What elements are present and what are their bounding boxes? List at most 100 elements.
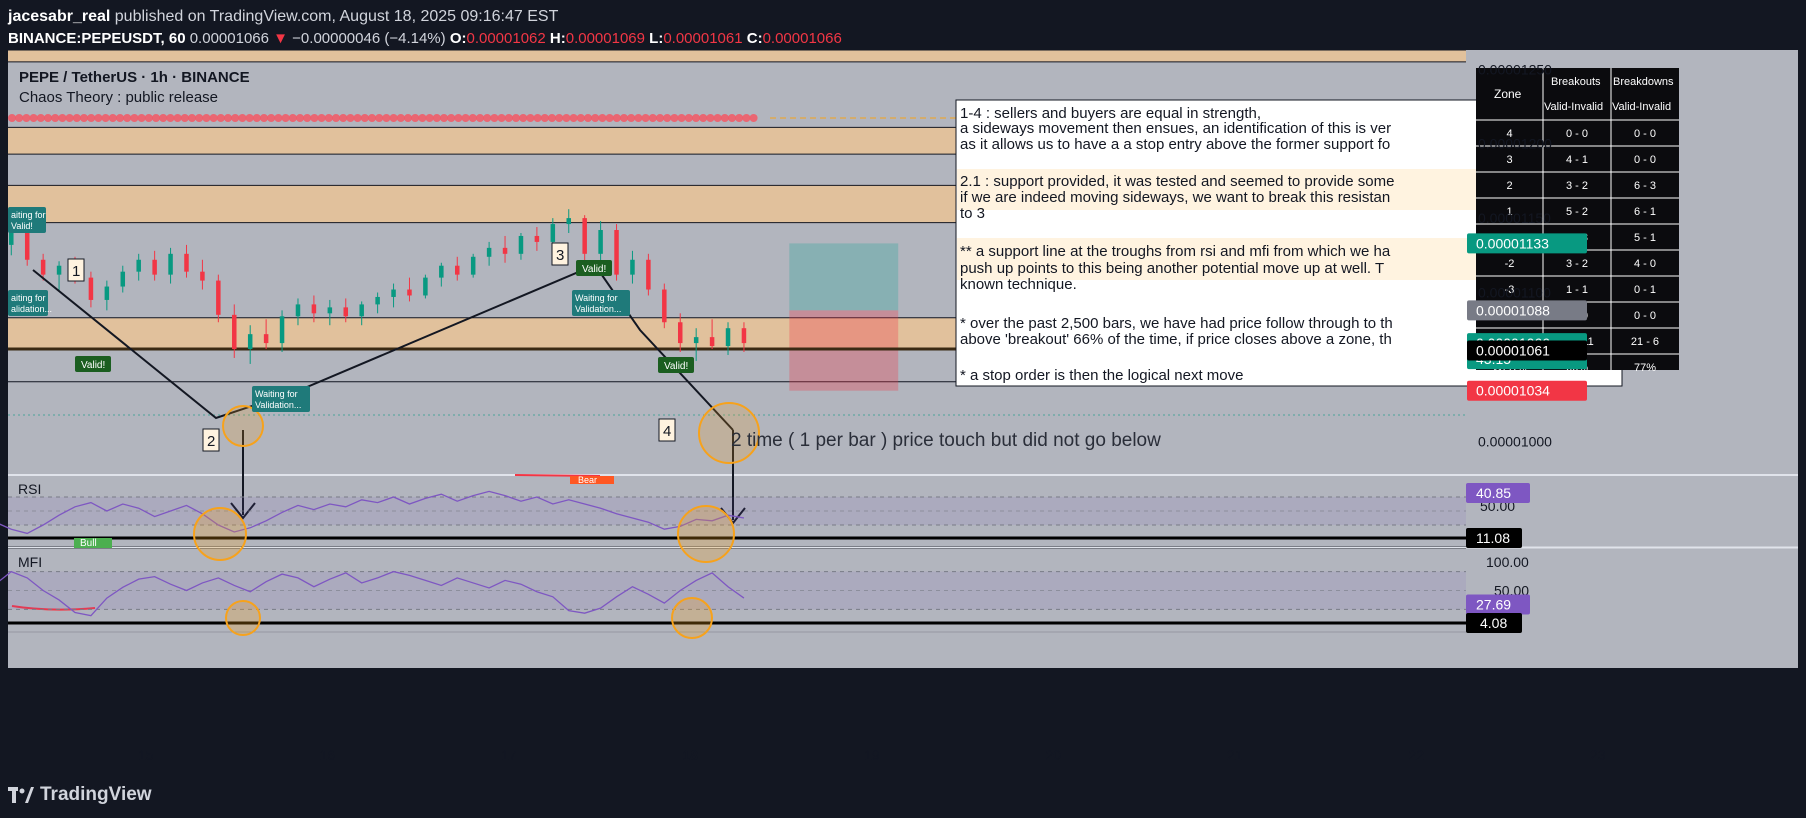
candle-body[interactable] bbox=[232, 314, 237, 350]
candle-body[interactable] bbox=[9, 231, 14, 245]
dot-marker bbox=[317, 114, 326, 122]
bull-label[interactable]: Bull bbox=[74, 538, 112, 549]
candle-body[interactable] bbox=[407, 289, 412, 296]
candle-body[interactable] bbox=[566, 218, 571, 225]
candle-body[interactable] bbox=[200, 271, 205, 281]
dot-marker bbox=[526, 114, 535, 122]
candle-body[interactable] bbox=[295, 304, 301, 317]
valid-badge-text: Valid! bbox=[81, 360, 105, 371]
candle-body[interactable] bbox=[247, 334, 253, 350]
candle-body[interactable] bbox=[741, 328, 747, 344]
note-line: * over the past 2,500 bars, we have had … bbox=[960, 315, 1393, 332]
wave-path[interactable] bbox=[32, 263, 734, 431]
candle-body[interactable] bbox=[423, 277, 428, 296]
dot-marker bbox=[684, 114, 693, 122]
validation-badge[interactable]: Waiting forValidation... bbox=[252, 386, 310, 412]
down-arrow-left-head bbox=[230, 502, 256, 520]
valid-badge[interactable]: Valid! bbox=[576, 260, 612, 276]
candle-body[interactable] bbox=[120, 271, 126, 287]
dot-marker bbox=[44, 114, 52, 122]
candle-body[interactable] bbox=[56, 265, 62, 275]
rsi-bear-divergence bbox=[514, 474, 601, 477]
validation-badge[interactable]: aiting foralidation... bbox=[8, 290, 52, 316]
position-target-box[interactable] bbox=[789, 243, 899, 311]
dot-marker bbox=[310, 114, 319, 122]
candle-body[interactable] bbox=[693, 337, 699, 344]
candle-body[interactable] bbox=[725, 328, 731, 347]
candle-body[interactable] bbox=[486, 247, 492, 257]
mfi-low-label[interactable]: 4.08 bbox=[1466, 613, 1522, 633]
candle-body[interactable] bbox=[614, 230, 619, 275]
candle-body[interactable] bbox=[646, 259, 651, 290]
price-label[interactable]: 0.00001133 bbox=[1467, 233, 1587, 254]
wave-point-4[interactable]: 4 bbox=[658, 418, 676, 442]
candle-body[interactable] bbox=[534, 235, 540, 242]
candle-body[interactable] bbox=[216, 280, 221, 315]
last-price: 0.00001066 bbox=[189, 30, 269, 47]
candle-body[interactable] bbox=[311, 304, 317, 314]
wave-point-3[interactable]: 3 bbox=[551, 242, 569, 266]
dot-marker bbox=[440, 114, 448, 122]
candle-body[interactable] bbox=[662, 289, 667, 323]
candle-body[interactable] bbox=[375, 296, 380, 305]
candle-body[interactable] bbox=[598, 230, 603, 254]
candle-body[interactable] bbox=[327, 307, 333, 314]
candle-body[interactable] bbox=[343, 307, 349, 317]
mfi-value-label[interactable]: 27.69 bbox=[1466, 594, 1530, 615]
wave-point-1[interactable]: 1 bbox=[67, 258, 85, 282]
candle-body[interactable] bbox=[439, 265, 444, 278]
valid-badge[interactable]: Valid! bbox=[75, 356, 111, 372]
candle-body[interactable] bbox=[88, 277, 94, 300]
candle-body[interactable] bbox=[359, 304, 364, 317]
candle-body[interactable] bbox=[152, 259, 157, 275]
candle-body[interactable] bbox=[518, 235, 524, 254]
rsi-line[interactable] bbox=[0, 490, 745, 535]
candle-body[interactable] bbox=[470, 256, 476, 275]
dot-marker bbox=[267, 114, 276, 122]
wave-point-2[interactable]: 2 bbox=[202, 428, 220, 452]
candle-body[interactable] bbox=[455, 265, 460, 275]
mfi-pane[interactable] bbox=[8, 549, 1466, 630]
mfi-line[interactable] bbox=[0, 570, 745, 617]
badge-text: Validation... bbox=[255, 400, 301, 410]
rsi-low-label[interactable]: 11.08 bbox=[1466, 528, 1522, 548]
candle-body[interactable] bbox=[630, 259, 635, 275]
author-name[interactable]: jacesabr_real bbox=[8, 8, 111, 25]
candle-body[interactable] bbox=[502, 247, 508, 254]
dot-marker bbox=[490, 114, 499, 122]
candle-body[interactable] bbox=[709, 337, 715, 347]
candle-body[interactable] bbox=[391, 289, 396, 297]
badge-text: Validation... bbox=[575, 304, 621, 314]
rsi-value-label[interactable]: 40.85 bbox=[1466, 483, 1530, 503]
valid-badge[interactable]: Valid! bbox=[658, 357, 694, 373]
price-label[interactable]: 0.00001088 bbox=[1467, 300, 1587, 321]
candle-body[interactable] bbox=[104, 286, 110, 300]
candle-body[interactable] bbox=[677, 322, 683, 344]
candle-body[interactable] bbox=[168, 253, 173, 275]
note-line: to 3 bbox=[960, 205, 985, 222]
candle-body[interactable] bbox=[184, 253, 189, 272]
dot-marker bbox=[101, 114, 110, 122]
candle-body[interactable] bbox=[263, 334, 269, 344]
bear-label[interactable]: Bear bbox=[570, 475, 614, 485]
down-arrow-icon: ▼ bbox=[273, 30, 288, 47]
stats-cell: 21 - 6 bbox=[1631, 336, 1659, 348]
candle-body[interactable] bbox=[550, 224, 556, 242]
candle-body[interactable] bbox=[582, 218, 587, 254]
tradingview-logo[interactable]: TradingView bbox=[8, 784, 152, 806]
candle-body[interactable] bbox=[24, 231, 30, 260]
stats-cell: 3 bbox=[1506, 154, 1512, 166]
price-label[interactable]: 0.00001034 bbox=[1467, 380, 1587, 401]
validation-badge[interactable]: Waiting forValidation... bbox=[572, 290, 630, 316]
candle-body[interactable] bbox=[40, 259, 46, 275]
candle-body[interactable] bbox=[136, 259, 141, 272]
candle-body[interactable] bbox=[279, 316, 285, 344]
dot-marker bbox=[260, 114, 268, 122]
dot-marker bbox=[432, 114, 441, 122]
badge-text: aiting for bbox=[11, 293, 46, 303]
price-label[interactable]: 0.00001061 bbox=[1467, 340, 1587, 361]
symbol-name[interactable]: BINANCE:PEPEUSDT, 60 bbox=[8, 30, 186, 47]
mfi-title: MFI bbox=[18, 554, 42, 570]
